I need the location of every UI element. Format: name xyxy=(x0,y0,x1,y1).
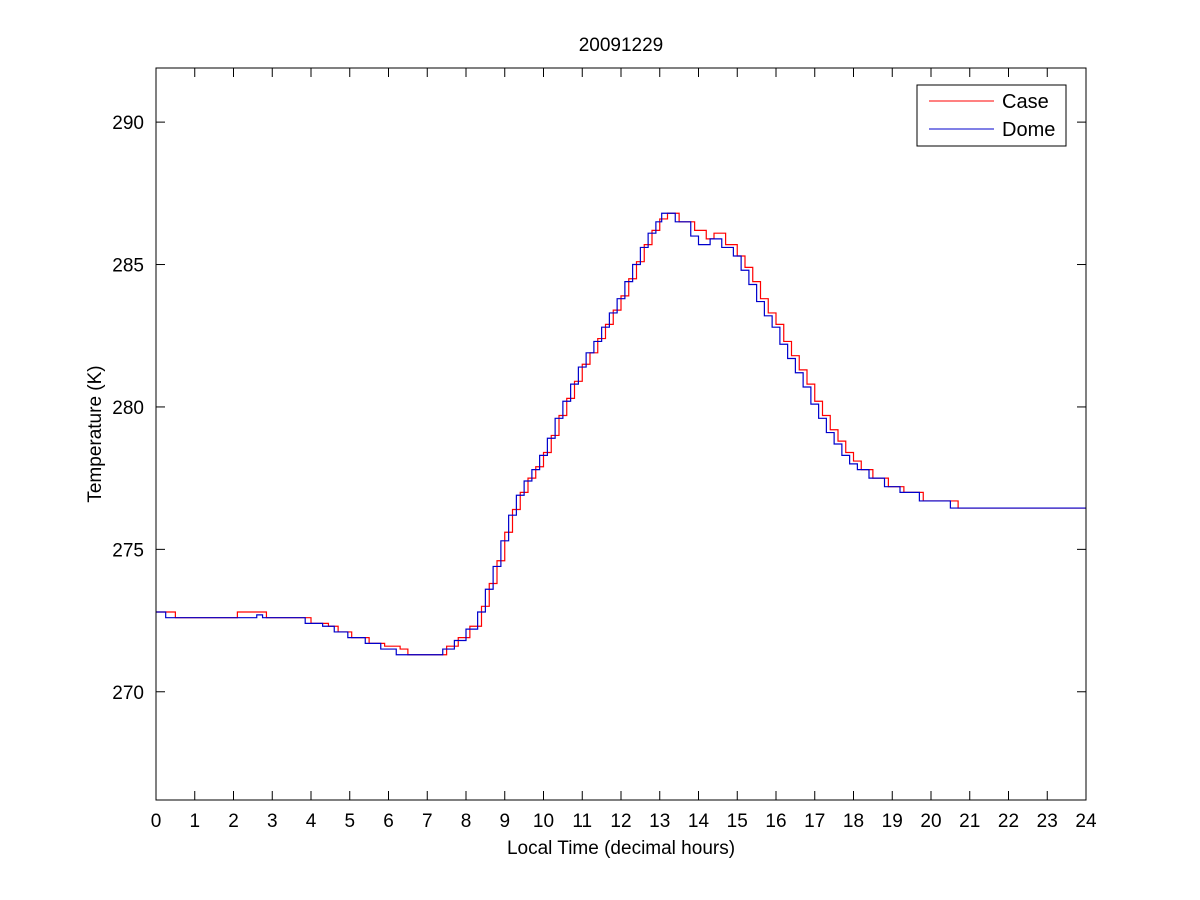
x-tick-label: 8 xyxy=(461,811,472,832)
y-tick-label: 290 xyxy=(112,113,144,134)
x-tick-label: 10 xyxy=(533,811,554,832)
chart-title: 20091229 xyxy=(579,35,664,56)
x-tick-label: 13 xyxy=(649,811,670,832)
x-tick-label: 21 xyxy=(959,811,980,832)
y-tick-label: 285 xyxy=(112,256,144,277)
legend-label-case: Case xyxy=(1002,91,1049,113)
ticks-layer: 0 1 2 3 4 5 6 7 8 9 10 11 12 13 14 15 16 17 18 19 20 21 22 23 24… xyxy=(112,68,1097,832)
x-tick-label: 16 xyxy=(765,811,786,832)
y-tick-label: 270 xyxy=(112,683,144,704)
x-tick-label: 23 xyxy=(1037,811,1058,832)
x-tick-label: 3 xyxy=(267,811,278,832)
x-tick-label: 12 xyxy=(610,811,631,832)
x-axis-label: Local Time (decimal hours) xyxy=(507,838,735,859)
x-tick-label: 2 xyxy=(228,811,239,832)
x-tick-label: 18 xyxy=(843,811,864,832)
plot-frame xyxy=(155,67,1087,801)
legend-label-dome: Dome xyxy=(1002,119,1055,141)
series-line-case xyxy=(156,212,1086,656)
x-tick-label: 19 xyxy=(882,811,903,832)
y-axis-label: Temperature (K) xyxy=(85,365,106,502)
series-layer xyxy=(156,212,1086,656)
x-tick-label: 5 xyxy=(344,811,355,832)
series-line-dome xyxy=(156,212,1086,656)
x-tick-label: 20 xyxy=(920,811,941,832)
legend-box xyxy=(916,84,1067,147)
x-tick-label: 1 xyxy=(189,811,200,832)
x-tick-label: 9 xyxy=(499,811,510,832)
x-tick-label: 14 xyxy=(688,811,710,832)
x-tick-label: 4 xyxy=(306,811,317,832)
x-tick-label: 6 xyxy=(383,811,394,832)
x-tick-label: 7 xyxy=(422,811,433,832)
x-tick-label: 15 xyxy=(727,811,748,832)
x-tick-label: 24 xyxy=(1075,811,1097,832)
y-tick-label: 280 xyxy=(112,398,144,419)
x-tick-label: 22 xyxy=(998,811,1019,832)
plot-area xyxy=(156,68,1086,800)
x-tick-label: 0 xyxy=(151,811,162,832)
x-tick-label: 11 xyxy=(572,811,592,832)
x-tick-label: 17 xyxy=(804,811,825,832)
legend: Case Dome xyxy=(916,84,1067,147)
y-tick-label: 275 xyxy=(112,540,144,561)
